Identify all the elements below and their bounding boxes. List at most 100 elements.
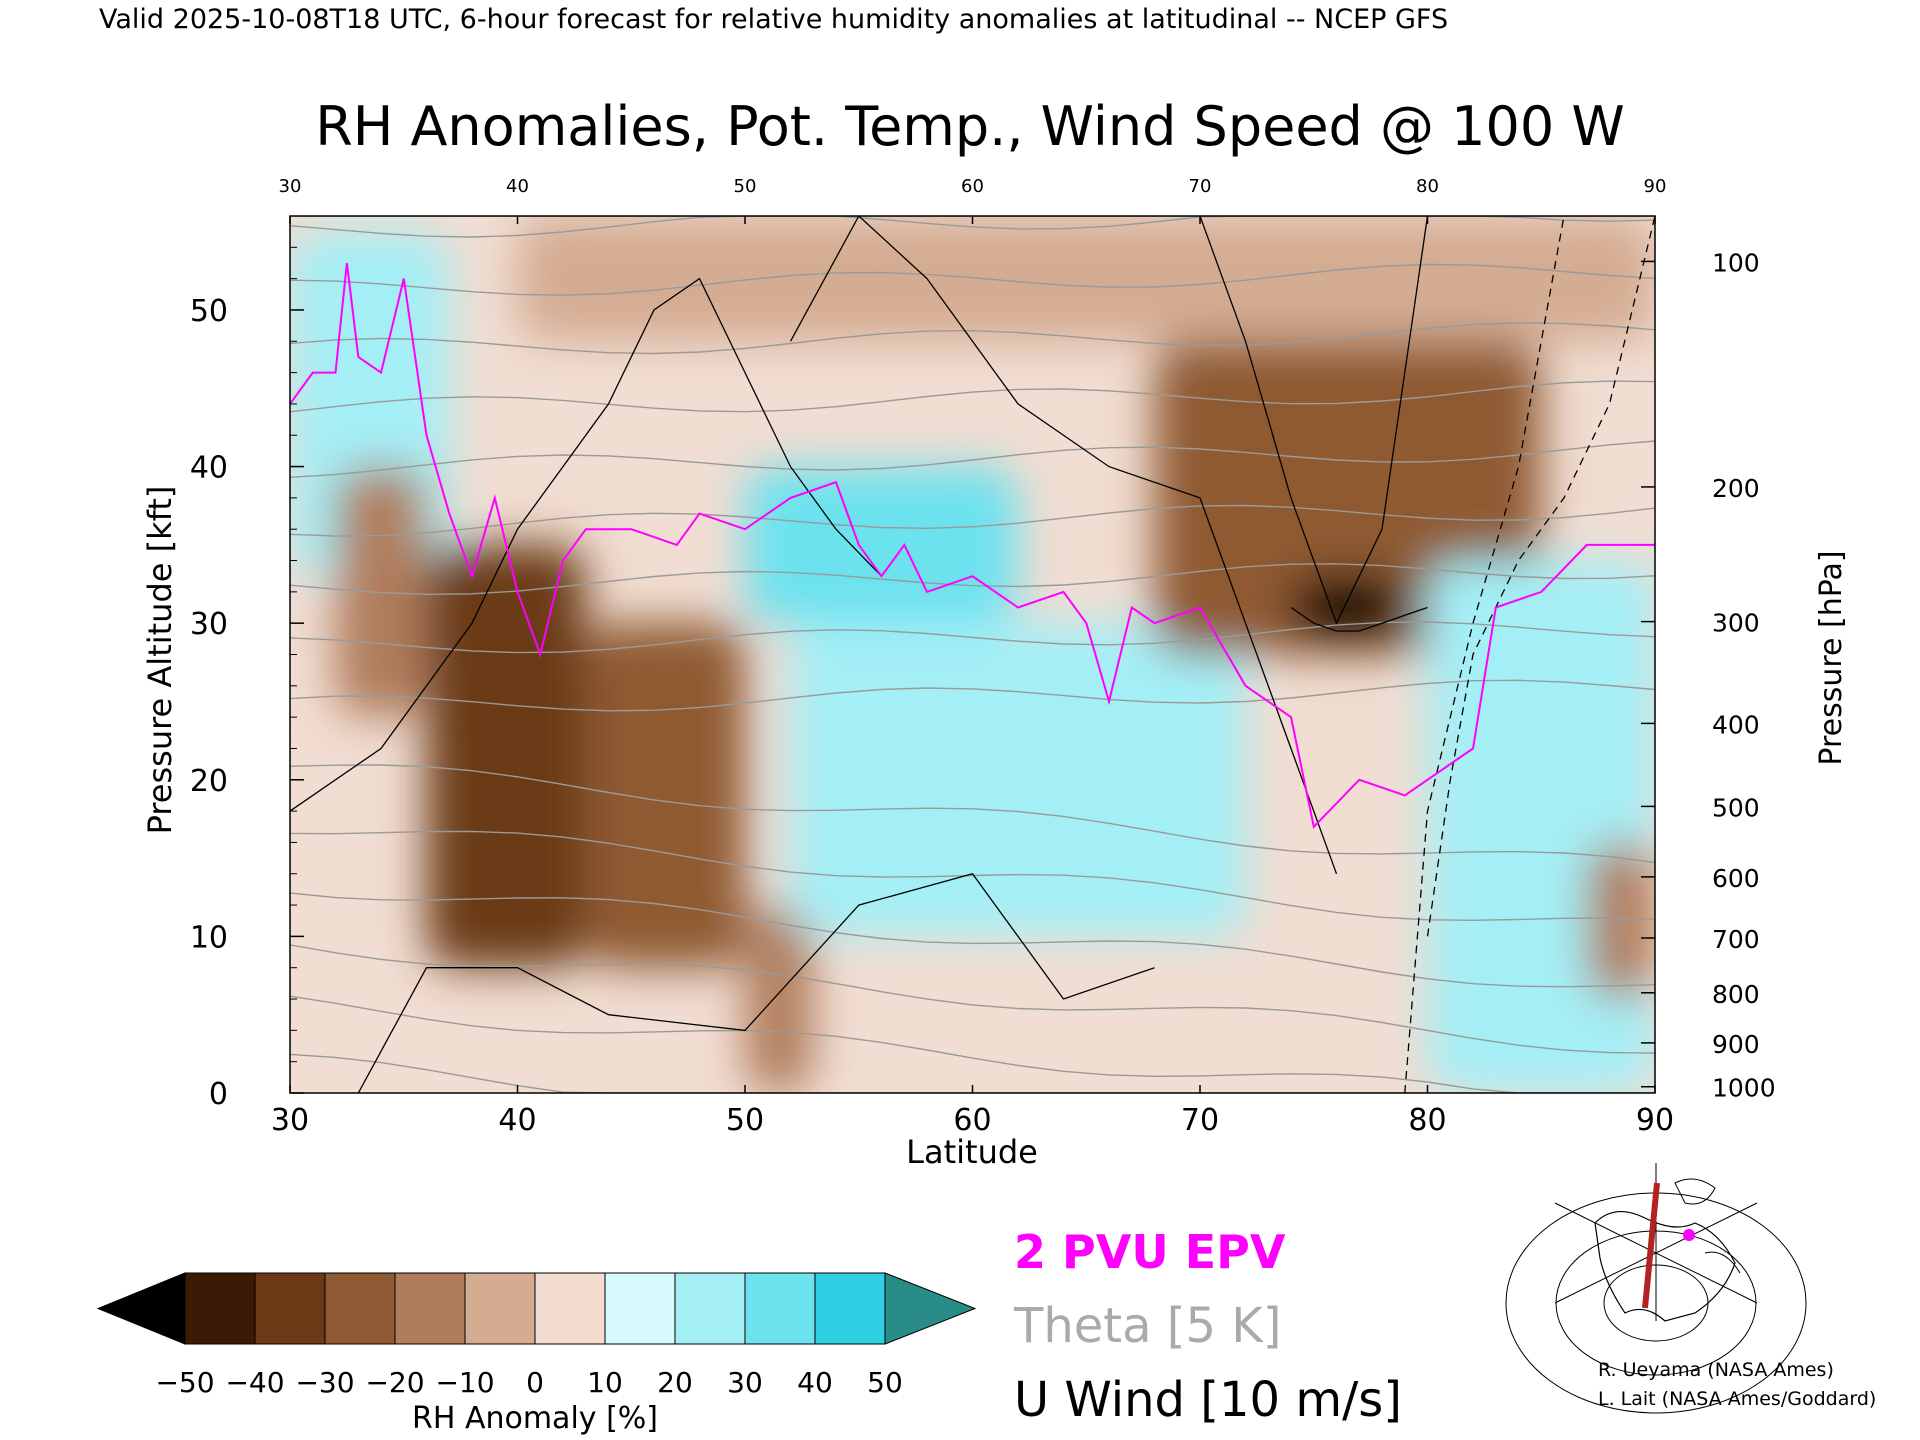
theta-contour	[290, 764, 1655, 864]
colorbar-cell	[464, 1272, 536, 1345]
x-tick-label: 80	[1408, 1103, 1446, 1138]
colorbar-tick-label: 50	[867, 1366, 903, 1399]
y-tick-label: 20	[190, 764, 228, 799]
x-tick-label: 50	[726, 1103, 764, 1138]
legend-epv: 2 PVU EPV	[1014, 1225, 1286, 1279]
theta-contour	[290, 892, 1655, 988]
legend: 2 PVU EPV Theta [5 K] U Wind [10 m/s]	[1013, 1225, 1402, 1428]
u-wind-contours	[290, 216, 1655, 1093]
rh-anomaly-region	[1291, 576, 1405, 639]
y-axis-label-right: Pressure [hPa]	[1814, 550, 1849, 765]
colorbar-high-arrow	[884, 1272, 977, 1345]
pressure-tick-label: 700	[1712, 925, 1760, 954]
theta-contour	[290, 621, 1655, 654]
x-tick-label-top: 30	[279, 176, 302, 197]
theta-contour	[290, 995, 1655, 1093]
theta-contour	[290, 380, 1655, 413]
theta-contour	[290, 944, 1655, 1054]
u-wind-contour	[357, 873, 1155, 1093]
x-tick-label: 70	[1181, 1103, 1219, 1138]
y-tick-label: 0	[209, 1077, 228, 1112]
pressure-tick-label: 900	[1712, 1030, 1760, 1059]
theta-contour	[290, 440, 1655, 478]
colorbar-cell	[814, 1272, 886, 1345]
epv-2pvu-contour	[290, 262, 1655, 829]
u-wind-contour	[1199, 216, 1429, 625]
rh-anomaly-region	[335, 466, 427, 718]
legend-u-wind: U Wind [10 m/s]	[1014, 1372, 1402, 1428]
colorbar-cell	[184, 1272, 256, 1345]
y-tick-label: 10	[190, 920, 228, 955]
theta-contour	[290, 322, 1655, 355]
x-tick-label-top: 40	[506, 176, 529, 197]
cross-section-line	[1642, 1182, 1660, 1309]
colorbar-tick-label: 30	[727, 1366, 763, 1399]
x-tick-label-top: 70	[1189, 176, 1212, 197]
colorbar-cell	[254, 1272, 326, 1345]
colorbar-cell	[674, 1272, 746, 1345]
colorbar-tick-label: 20	[657, 1366, 693, 1399]
colorbar-tick-label: −10	[435, 1366, 494, 1399]
inset-locator-map	[1505, 1163, 1807, 1414]
theta-contour	[290, 216, 1655, 238]
x-tick-label: 30	[271, 1103, 309, 1138]
colorbar-tick-label: 10	[587, 1366, 623, 1399]
x-tick-label: 60	[953, 1103, 991, 1138]
rh-anomaly-field	[290, 216, 1655, 1093]
legend-theta: Theta [5 K]	[1013, 1298, 1282, 1354]
u-wind-contour-negative	[1426, 216, 1655, 937]
x-tick-label: 40	[498, 1103, 536, 1138]
pressure-tick-label: 300	[1712, 609, 1760, 638]
pressure-tick-label: 500	[1712, 793, 1760, 822]
y-tick-label: 40	[190, 451, 228, 486]
credit-line-1: R. Ueyama (NASA Ames)	[1598, 1359, 1834, 1381]
chart-title: RH Anomalies, Pot. Temp., Wind Speed @ 1…	[315, 95, 1625, 158]
pressure-tick-label: 100	[1712, 248, 1760, 277]
theta-contour	[290, 830, 1655, 922]
rh-anomaly-region	[1427, 560, 1655, 1093]
u-wind-contour	[1290, 606, 1428, 632]
x-tick-label-top: 60	[961, 176, 984, 197]
colorbar-cell	[324, 1272, 396, 1345]
pressure-tick-label: 800	[1712, 980, 1760, 1009]
axes: 3030404050506060707080809090010203040501…	[190, 176, 1776, 1138]
y-axis-label-left: Pressure Altitude [kft]	[141, 486, 179, 835]
location-marker	[1683, 1229, 1695, 1241]
x-tick-label-top: 80	[1416, 176, 1439, 197]
colorbar-cell	[744, 1272, 816, 1345]
theta-contour	[290, 263, 1655, 296]
colorbar-label: RH Anomaly [%]	[412, 1401, 658, 1436]
colorbar-tick-label: 40	[797, 1366, 833, 1399]
colorbar-low-arrow	[96, 1272, 186, 1345]
colorbar-cell	[534, 1272, 606, 1345]
pressure-tick-label: 200	[1712, 474, 1760, 503]
rh-anomaly-region	[745, 905, 814, 1093]
plot-area	[289, 215, 1656, 1094]
theta-contour	[290, 679, 1655, 712]
rh-anomaly-region	[1586, 842, 1655, 1000]
x-axis-label: Latitude	[906, 1133, 1038, 1171]
x-tick-label: 90	[1636, 1103, 1674, 1138]
colorbar-cell	[604, 1272, 676, 1345]
pressure-tick-label: 1000	[1712, 1074, 1776, 1103]
y-tick-label: 50	[190, 294, 228, 329]
colorbar-tick-label: −50	[155, 1366, 214, 1399]
colorbar-tick-label: −30	[295, 1366, 354, 1399]
rh-anomaly-region	[585, 623, 745, 968]
y-tick-label: 30	[190, 607, 228, 642]
pressure-tick-label: 400	[1712, 710, 1760, 739]
credit-line-2: L. Lait (NASA Ames/Goddard)	[1598, 1388, 1876, 1410]
colorbar-tick-label: −20	[365, 1366, 424, 1399]
rh-anomaly-region	[426, 544, 586, 968]
rh-anomaly-region	[790, 623, 1246, 937]
rh-anomaly-region	[517, 216, 1655, 342]
colorbar-tick-label: −40	[225, 1366, 284, 1399]
epv-2pvu-line	[290, 262, 1655, 829]
colorbar-tick-label: 0	[526, 1366, 544, 1399]
pressure-tick-label: 600	[1712, 864, 1760, 893]
colorbar-cell	[394, 1272, 466, 1345]
x-tick-label-top: 50	[734, 176, 757, 197]
x-tick-label-top: 90	[1644, 176, 1667, 197]
rh-anomaly-region	[745, 466, 1018, 624]
